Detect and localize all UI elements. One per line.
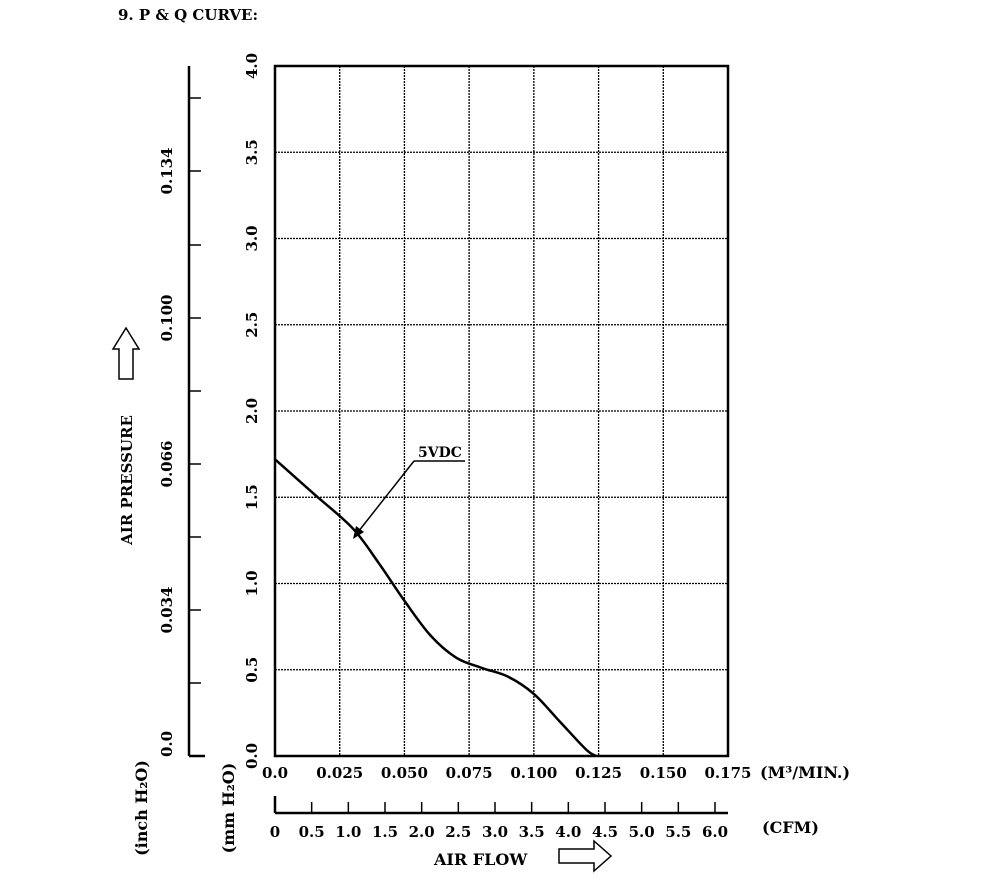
y2-tick-label: 0.066: [158, 441, 176, 488]
x-axis-unit: (M³/MIN.): [760, 763, 850, 782]
y2-tick-label: 0.034: [158, 587, 176, 634]
x-tick-label: 0.025: [316, 764, 363, 782]
y-tick-label: 1.0: [243, 570, 261, 596]
y-tick-label: 2.5: [243, 312, 261, 338]
x-tick-label: 0.175: [705, 764, 752, 782]
grid: [275, 66, 728, 756]
x2-tick-label: 3.0: [482, 823, 508, 841]
x-axis-ticks: 0.0 0.025 0.050 0.075 0.100 0.125 0.150 0.175: [262, 764, 752, 782]
y-tick-label: 0.5: [243, 657, 261, 683]
y-tick-label: 3.0: [243, 225, 261, 251]
x-tick-label: 0.100: [510, 764, 557, 782]
series-group: 5VDC: [274, 445, 597, 758]
y2-axis-unit: (inch H₂O): [132, 760, 151, 856]
x-tick-label: 0.0: [262, 764, 288, 782]
x2-axis-label: AIR FLOW: [433, 850, 528, 869]
x2-tick-label: 2.5: [445, 823, 471, 841]
y2-tick-label: 0.100: [158, 295, 176, 342]
series-line-5vdc: [274, 458, 597, 758]
x-tick-label: 0.125: [575, 764, 622, 782]
y-tick-label: 4.0: [243, 53, 261, 79]
y-tick-label: 2.0: [243, 398, 261, 424]
x2-tick-label: 5.5: [665, 823, 691, 841]
x2-axis-unit: (CFM): [762, 818, 819, 837]
x2-tick-label: 1.0: [335, 823, 361, 841]
y2-tick-label: 0.0: [158, 731, 176, 757]
axis-labels: (M³/MIN.) (CFM) AIR FLOW (mm H₂O) (inch H₂O)…: [111, 326, 850, 873]
series-leader-arrowhead: [353, 526, 364, 539]
flow-direction-arrow-icon: [558, 839, 613, 873]
x2-tick-label: 5.0: [629, 823, 655, 841]
x2-tick-label: 2.0: [409, 823, 435, 841]
plot-frame: [273, 64, 730, 758]
y-axis-ticks: 0.0 0.5 1.0 1.5 2.0 2.5 3.0 3.5 4.0: [243, 53, 261, 769]
x2-tick-label: 3.5: [519, 823, 545, 841]
x2-tick-label: 6.0: [702, 823, 728, 841]
x2-tick-label: 0.5: [299, 823, 325, 841]
x2-tick-label: 0: [270, 823, 280, 841]
x2-tick-label: 4.0: [555, 823, 581, 841]
x-tick-label: 0.150: [640, 764, 687, 782]
x2-tick-label: 1.5: [372, 823, 398, 841]
y-tick-label: 3.5: [243, 139, 261, 165]
chart-title: 9. P & Q CURVE:: [118, 6, 258, 24]
plot-border: [273, 64, 730, 758]
x2-axis: 0 0.5 1.0 1.5 2.0 2.5 3.0 3.5 4.0 4.5 5.0 5.5 6.0: [270, 796, 728, 841]
y2-axis-label: AIR PRESSURE: [118, 415, 136, 546]
y2-tick-label: 0.134: [158, 148, 176, 195]
x-tick-label: 0.050: [381, 764, 428, 782]
series-label-5vdc: 5VDC: [418, 445, 462, 461]
x2-tick-label: 4.5: [592, 823, 618, 841]
x-tick-label: 0.075: [446, 764, 493, 782]
y-tick-label: 0.0: [243, 743, 261, 769]
y2-axis: 0.0 0.034 0.066 0.100 0.134: [158, 66, 205, 758]
y-tick-label: 1.5: [243, 484, 261, 510]
y-axis-unit: (mm H₂O): [219, 763, 238, 854]
series-leader-line: [357, 460, 415, 533]
pressure-direction-arrow-icon: [111, 326, 141, 380]
